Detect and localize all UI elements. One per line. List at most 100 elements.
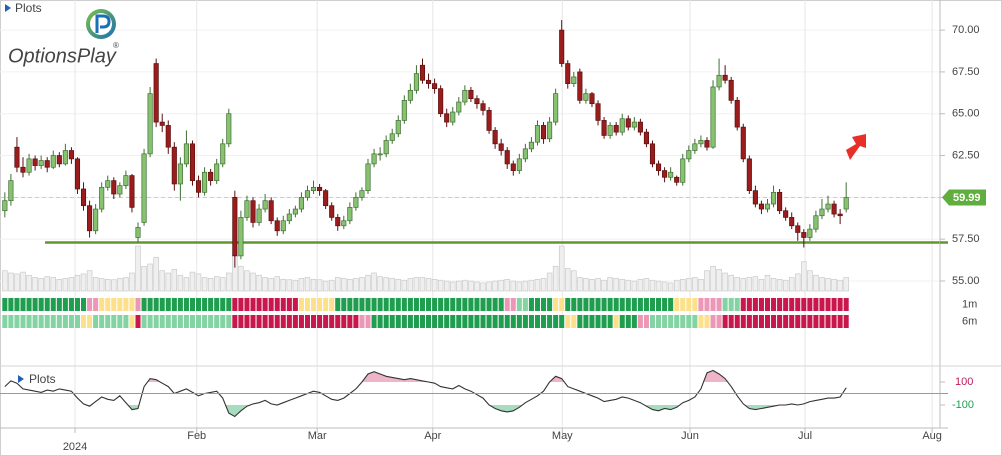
volume-bar xyxy=(328,279,335,292)
candle-body xyxy=(153,63,159,123)
volume-bar xyxy=(686,278,692,292)
x-tick-label: May xyxy=(552,430,573,442)
candle-body xyxy=(528,141,534,150)
trend-block xyxy=(698,298,704,311)
trend-block xyxy=(783,315,789,328)
volume-bar xyxy=(571,270,577,292)
trend-block xyxy=(26,298,32,311)
x-tick-label: Apr xyxy=(424,430,441,442)
candle-body xyxy=(438,88,444,115)
trend-block xyxy=(256,298,262,311)
volume-bar xyxy=(680,278,686,292)
trend-block xyxy=(20,315,26,328)
trend-block xyxy=(504,315,510,328)
volume-bar xyxy=(401,279,408,292)
oscillator-line xyxy=(4,369,847,418)
trend-block xyxy=(777,298,783,311)
trend-block xyxy=(44,298,50,311)
collapse-toggle[interactable] xyxy=(18,375,24,383)
volume-bar xyxy=(292,279,299,292)
volume-bar xyxy=(310,278,317,292)
candle-body xyxy=(613,125,619,133)
candle-body xyxy=(468,89,474,100)
candle-body xyxy=(292,208,298,215)
trend-block xyxy=(825,315,831,328)
logo-registered: ® xyxy=(113,41,119,50)
candle-body xyxy=(716,74,722,88)
trend-block xyxy=(843,298,849,311)
trend-block xyxy=(226,298,232,311)
trend-block xyxy=(359,315,365,328)
trend-block xyxy=(722,298,728,311)
volume-bar xyxy=(728,274,734,292)
candle-body xyxy=(789,217,795,227)
trend-block xyxy=(341,298,347,311)
candle-body xyxy=(662,170,668,178)
trend-block xyxy=(734,315,740,328)
trend-block xyxy=(819,315,825,328)
candle-body xyxy=(432,83,438,89)
trend-block xyxy=(746,315,752,328)
trend-block xyxy=(450,298,456,311)
candle-body xyxy=(298,196,304,210)
trend-block xyxy=(329,315,335,328)
candle-body xyxy=(680,158,686,183)
volume-bar xyxy=(698,278,704,292)
volume-bar xyxy=(734,277,740,292)
trend-block xyxy=(419,315,426,328)
trend-block xyxy=(38,298,44,311)
trend-block xyxy=(516,298,522,311)
trend-block xyxy=(93,315,99,328)
trend-block xyxy=(680,298,686,311)
oscillator-fill xyxy=(4,405,847,417)
x-tick-label: Jul xyxy=(798,430,812,442)
collapse-toggle[interactable] xyxy=(5,4,11,12)
trend-block xyxy=(407,315,413,328)
volume-bar xyxy=(431,278,438,292)
trend-block xyxy=(746,298,752,311)
trend-block xyxy=(656,298,662,311)
trend-block xyxy=(432,315,438,328)
candle-body xyxy=(310,186,317,192)
volume-bar xyxy=(831,278,837,292)
trend-block xyxy=(662,315,668,328)
trend-block xyxy=(595,298,601,311)
trend-block xyxy=(547,298,553,311)
trend-block xyxy=(837,298,843,311)
candle-body xyxy=(226,113,232,145)
trend-block xyxy=(777,315,783,328)
trend-block xyxy=(135,298,141,311)
trend-block xyxy=(250,315,256,328)
volume-bar xyxy=(528,279,535,292)
candle-body xyxy=(304,190,311,198)
y-tick-label: 70.00 xyxy=(952,24,980,36)
trend-block xyxy=(565,315,571,328)
trend-block xyxy=(825,298,831,311)
trend-block xyxy=(159,298,165,311)
trend-block xyxy=(613,298,619,311)
trend-block xyxy=(105,298,111,311)
candle-body xyxy=(510,163,516,171)
candle-body xyxy=(262,200,268,210)
volume-bar xyxy=(492,280,498,292)
trend-block xyxy=(438,298,444,311)
candle-body xyxy=(492,130,498,145)
volume-bar xyxy=(38,278,44,292)
trend-block xyxy=(304,298,311,311)
trend-block xyxy=(716,315,722,328)
volume-bar xyxy=(716,269,722,292)
candle-body xyxy=(274,220,280,232)
volume-bar xyxy=(522,280,529,292)
trend-block xyxy=(117,298,123,311)
trend-block xyxy=(177,315,183,328)
volume-bar xyxy=(207,278,214,292)
volume-bar xyxy=(50,277,56,292)
candle-body xyxy=(244,200,250,218)
trend-block xyxy=(771,315,777,328)
candle-body xyxy=(111,180,117,195)
x-tick-label: 2024 xyxy=(63,441,87,453)
volume-bar xyxy=(159,270,165,292)
candle-body xyxy=(256,208,262,223)
candle-body xyxy=(395,120,401,135)
